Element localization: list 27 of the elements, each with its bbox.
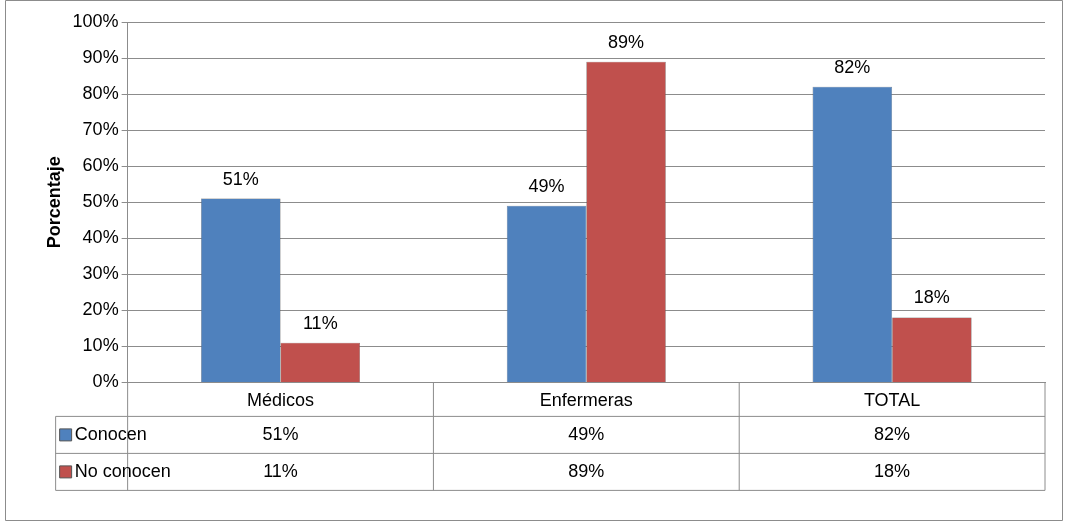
x-tick-label: Médicos <box>247 390 315 411</box>
text: 11% <box>302 312 338 333</box>
x-tick-label: TOTAL <box>863 390 921 411</box>
text: 82% <box>834 56 871 77</box>
y-tick-label: 20% <box>82 299 119 320</box>
y-tick-label: 40% <box>82 227 119 248</box>
y-tick-label: 50% <box>82 191 119 212</box>
text: 89% <box>608 31 645 52</box>
x-tick-label: Enfermeras <box>539 390 633 411</box>
y-tick-label: 30% <box>82 263 119 284</box>
text: 49% <box>528 175 565 196</box>
y-tick-label: 100% <box>72 10 119 31</box>
data-label: 89% <box>568 460 605 481</box>
text: 51% <box>222 168 259 189</box>
data-label: 18% <box>874 460 911 481</box>
y-tick-label: 90% <box>82 47 119 68</box>
y-tick-label: 10% <box>82 335 119 356</box>
data-label: 82% <box>874 423 911 444</box>
data-label: 51% <box>262 423 299 444</box>
y-axis-title: Porcentaje <box>43 156 64 249</box>
text: 18% <box>913 287 950 308</box>
y-tick-label: 80% <box>82 83 119 104</box>
y-tick-label: 70% <box>82 119 119 140</box>
data-label: 11% <box>263 460 298 481</box>
data-label: 49% <box>568 423 605 444</box>
y-tick-label: 0% <box>92 371 119 392</box>
y-tick-label: 60% <box>82 155 119 176</box>
